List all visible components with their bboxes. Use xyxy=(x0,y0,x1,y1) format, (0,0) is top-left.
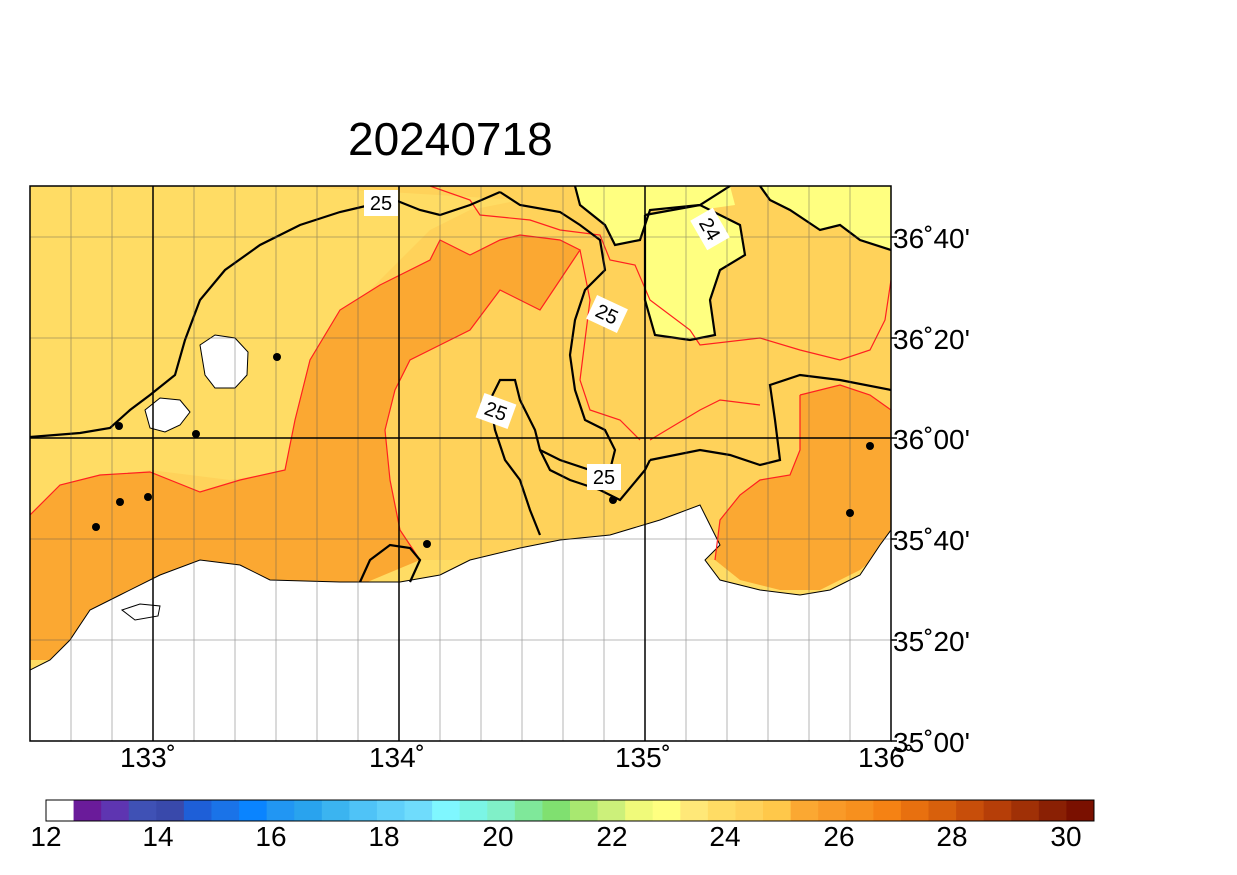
map-frame xyxy=(29,185,892,742)
colorbar-tick-label: 24 xyxy=(709,821,740,852)
land-honshu xyxy=(30,504,891,741)
grid-minor xyxy=(30,186,891,741)
colorbar-swatch xyxy=(542,800,571,821)
colorbar-swatch xyxy=(928,800,957,821)
colorbar-swatch xyxy=(1038,800,1067,821)
station-marker xyxy=(115,422,123,430)
lat-label-3520: 35˚20' xyxy=(893,626,970,657)
colorbar-tick-label: 16 xyxy=(255,821,286,852)
colorbar-swatch xyxy=(570,800,599,821)
station-marker xyxy=(192,430,200,438)
grid-major xyxy=(30,186,891,741)
colorbar-swatch xyxy=(597,800,626,821)
colorbar-swatch xyxy=(956,800,985,821)
land-island-sw xyxy=(120,603,161,621)
colorbar-swatch xyxy=(1066,800,1095,821)
station-marker xyxy=(273,353,281,361)
lat-label-3600: 36˚00' xyxy=(893,424,970,455)
lon-label-136: 136˚ xyxy=(858,742,914,773)
station-marker xyxy=(609,496,617,504)
colorbar-swatch xyxy=(404,800,433,821)
colorbar-swatch xyxy=(680,800,709,821)
colorbar-swatch xyxy=(983,800,1012,821)
stations xyxy=(92,353,874,548)
sst-zone-26-27-west xyxy=(30,235,580,660)
colorbar-swatch xyxy=(349,800,378,821)
lat-label-3620: 36˚20' xyxy=(893,324,970,355)
lon-label-133: 133˚ xyxy=(120,742,176,773)
colorbar-tick-label: 22 xyxy=(596,821,627,852)
colorbar-swatch xyxy=(73,800,102,821)
colorbar-swatch xyxy=(763,800,792,821)
station-marker xyxy=(92,523,100,531)
colorbar-swatch xyxy=(211,800,240,821)
colorbar-tick-label: 26 xyxy=(823,821,854,852)
contour-label: 25 xyxy=(370,193,392,215)
colorbar-swatch xyxy=(873,800,902,821)
colorbar-swatch xyxy=(101,800,130,821)
contour-label-group: 25 24 25 25 25 xyxy=(364,190,730,490)
map-field: 25 24 25 25 25 xyxy=(30,186,891,741)
colorbar-tick-label: 18 xyxy=(368,821,399,852)
colorbar-tick-label: 14 xyxy=(142,821,173,852)
colorbar-swatch xyxy=(128,800,157,821)
colorbar-swatch xyxy=(266,800,295,821)
colorbar-swatch xyxy=(156,800,185,821)
lat-label-3640: 36˚40' xyxy=(893,223,970,254)
colorbar-tick-label: 28 xyxy=(936,821,967,852)
colorbar-tick-label: 12 xyxy=(30,821,61,852)
station-marker xyxy=(423,540,431,548)
colorbar-swatch xyxy=(321,800,350,821)
sst-zone-23-24-n xyxy=(575,186,735,245)
colorbar-swatch xyxy=(735,800,764,821)
colorbar-swatch xyxy=(514,800,543,821)
colorbar-swatch xyxy=(239,800,268,821)
lon-label-135: 135˚ xyxy=(615,742,671,773)
station-marker xyxy=(144,493,152,501)
map-title: 20240718 xyxy=(348,113,553,165)
contour-label: 25 xyxy=(593,467,615,489)
colorbar-swatch xyxy=(376,800,406,821)
colorbar-swatch xyxy=(818,800,847,821)
colorbar-swatch xyxy=(459,800,488,821)
station-marker xyxy=(846,509,854,517)
lon-label-134: 134˚ xyxy=(369,742,425,773)
colorbar-swatch xyxy=(294,800,323,821)
colorbar-swatch xyxy=(900,800,930,821)
sst-zone-23-24-far-ne xyxy=(760,186,891,250)
colorbar-border xyxy=(45,799,1095,822)
colorbar-labels: 12 14 16 18 20 22 24 26 28 30 xyxy=(30,821,1081,852)
colorbar-swatch xyxy=(652,800,681,821)
colorbar-swatch xyxy=(432,800,461,821)
colorbar-swatch xyxy=(487,800,516,821)
colorbar-swatch xyxy=(1011,800,1040,821)
station-marker xyxy=(116,498,124,506)
station-marker xyxy=(866,442,874,450)
colorbar-tick-label: 20 xyxy=(482,821,513,852)
colorbar-swatch xyxy=(183,800,212,821)
colorbar-swatch xyxy=(845,800,874,821)
land-oki-dogo xyxy=(199,334,249,389)
lat-label-3540: 35˚40' xyxy=(893,525,970,556)
colorbar-swatch xyxy=(790,800,819,821)
colorbar-swatch xyxy=(625,800,654,821)
lat-label-3500: 35˚00' xyxy=(893,727,970,758)
tick-marks xyxy=(891,236,897,742)
colorbar-tick-label: 30 xyxy=(1050,821,1081,852)
colorbar-swatch xyxy=(46,800,75,821)
colorbar xyxy=(45,799,1095,822)
colorbar-swatch xyxy=(707,800,736,821)
